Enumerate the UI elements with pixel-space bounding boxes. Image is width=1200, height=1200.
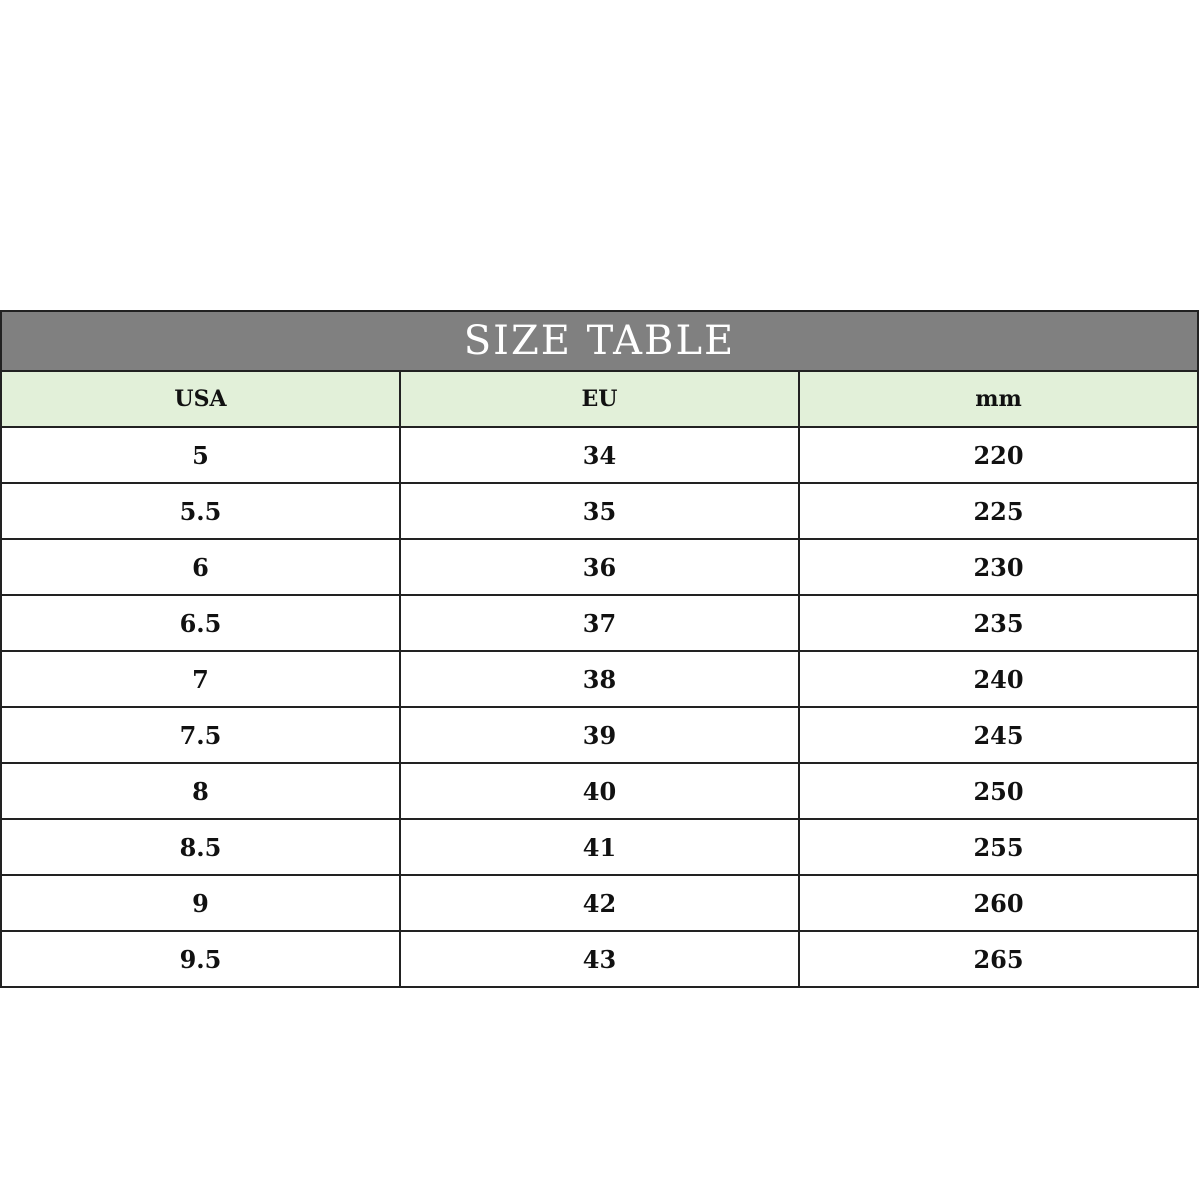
table-cell: 5.5 <box>0 482 401 540</box>
table-cell: 245 <box>798 706 1199 764</box>
column-header-mm: mm <box>798 370 1199 428</box>
table-cell: 35 <box>399 482 800 540</box>
table-cell: 260 <box>798 874 1199 932</box>
table-row: 6.5 37 235 <box>0 594 1199 652</box>
table-row: 9 42 260 <box>0 874 1199 932</box>
table-row: 5 34 220 <box>0 426 1199 484</box>
table-cell: 6 <box>0 538 401 596</box>
table-cell: 8.5 <box>0 818 401 876</box>
title-row: SIZE TABLE <box>0 310 1199 372</box>
table-cell: 38 <box>399 650 800 708</box>
table-cell: 39 <box>399 706 800 764</box>
table-row: 7 38 240 <box>0 650 1199 708</box>
table-row: 8 40 250 <box>0 762 1199 820</box>
table-cell: 7 <box>0 650 401 708</box>
column-header-usa: USA <box>0 370 401 428</box>
table-cell: 225 <box>798 482 1199 540</box>
table-cell: 250 <box>798 762 1199 820</box>
table-cell: 255 <box>798 818 1199 876</box>
header-row: USA EU mm <box>0 370 1199 428</box>
table-row: 7.5 39 245 <box>0 706 1199 764</box>
table-cell: 235 <box>798 594 1199 652</box>
table-row: 5.5 35 225 <box>0 482 1199 540</box>
table-row: 9.5 43 265 <box>0 930 1199 988</box>
size-table: SIZE TABLE USA EU mm 5 34 220 5.5 35 225 6 36 23… <box>0 310 1199 988</box>
table-cell: 220 <box>798 426 1199 484</box>
table-cell: 8 <box>0 762 401 820</box>
table-cell: 5 <box>0 426 401 484</box>
table-cell: 7.5 <box>0 706 401 764</box>
table-cell: 230 <box>798 538 1199 596</box>
table-cell: 41 <box>399 818 800 876</box>
table-title: SIZE TABLE <box>0 310 1199 372</box>
table-cell: 265 <box>798 930 1199 988</box>
table-cell: 37 <box>399 594 800 652</box>
table-cell: 43 <box>399 930 800 988</box>
table-cell: 240 <box>798 650 1199 708</box>
table-cell: 9 <box>0 874 401 932</box>
column-header-eu: EU <box>399 370 800 428</box>
table-row: 6 36 230 <box>0 538 1199 596</box>
table-cell: 9.5 <box>0 930 401 988</box>
table-cell: 40 <box>399 762 800 820</box>
table-cell: 34 <box>399 426 800 484</box>
table-cell: 6.5 <box>0 594 401 652</box>
table-cell: 42 <box>399 874 800 932</box>
table-row: 8.5 41 255 <box>0 818 1199 876</box>
table-cell: 36 <box>399 538 800 596</box>
